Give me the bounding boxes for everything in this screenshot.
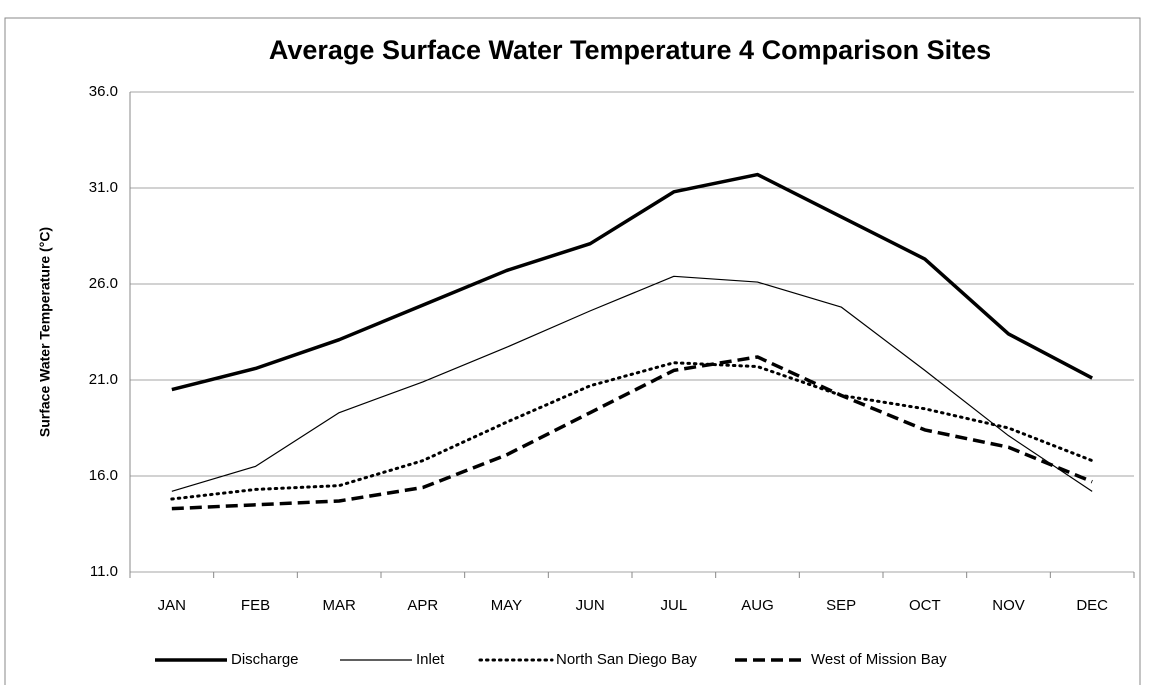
x-tick-label: OCT [909, 597, 941, 614]
x-tick-label: JAN [158, 597, 186, 614]
y-tick-label: 11.0 [90, 563, 118, 580]
y-tick-label: 21.0 [89, 371, 118, 388]
series-line [170, 361, 1094, 501]
x-tick-label: AUG [741, 597, 774, 614]
y-tick-label: 16.0 [89, 467, 118, 484]
y-tick-label: 36.0 [89, 83, 118, 100]
x-tick-label: JUL [660, 597, 687, 614]
chart-frame [4, 17, 1141, 685]
x-tick-label: SEP [826, 597, 856, 614]
y-tick-label: 31.0 [89, 179, 118, 196]
legend-label: West of Mission Bay [811, 651, 947, 668]
series-line [171, 275, 1093, 492]
x-tick-label: NOV [992, 597, 1025, 614]
y-tick-label: 26.0 [89, 275, 118, 292]
x-tick-label: MAR [322, 597, 356, 614]
y-axis-label: Surface Water Temperature (°C) [37, 227, 53, 437]
x-tick-label: APR [407, 597, 438, 614]
x-tick-label: FEB [241, 597, 270, 614]
legend-label: Inlet [416, 651, 445, 668]
x-tick-label: MAY [491, 597, 522, 614]
legend-label: North San Diego Bay [556, 651, 697, 668]
x-tick-label: JUN [576, 597, 605, 614]
legend-label: Discharge [231, 651, 299, 668]
chart-title: Average Surface Water Temperature 4 Comp… [269, 35, 991, 65]
series-line [171, 172, 1093, 392]
x-tick-label: DEC [1076, 597, 1108, 614]
series-line [171, 355, 1093, 511]
